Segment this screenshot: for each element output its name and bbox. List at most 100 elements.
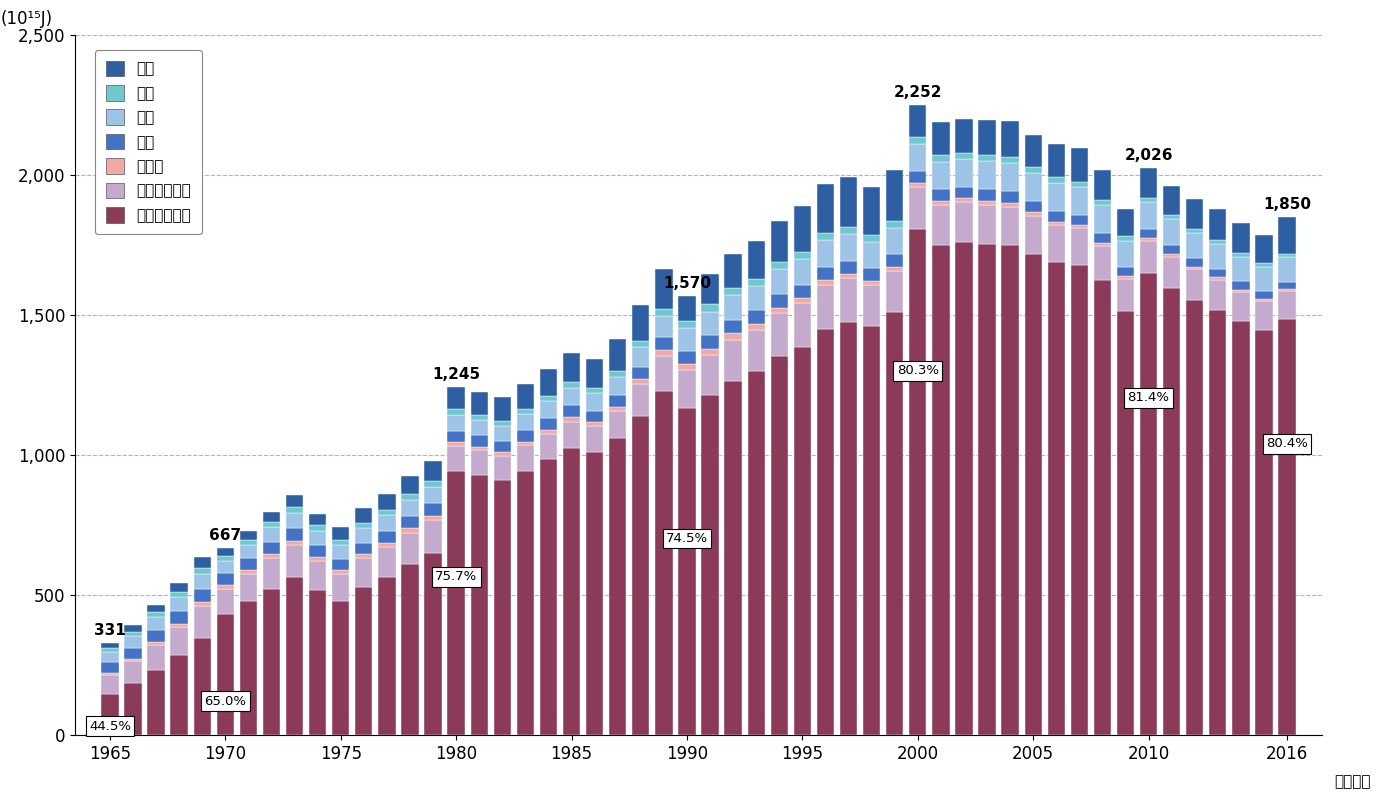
Bar [1024,215,1042,254]
Bar [563,388,580,405]
Bar [378,531,396,543]
Bar [1256,235,1272,263]
Bar [609,411,627,438]
Bar [840,227,857,234]
Bar [679,328,696,351]
Bar [1163,219,1180,245]
Bar [1278,319,1296,735]
Bar [447,471,465,735]
Bar [1071,187,1087,215]
Bar [1256,263,1272,267]
Bar [171,623,188,627]
Bar [1047,177,1065,183]
Bar [955,118,973,153]
Bar [724,339,742,381]
Bar [124,626,142,631]
Bar [793,285,811,298]
Bar [1185,233,1203,258]
Bar [378,577,396,735]
Bar [978,155,995,161]
Bar [101,675,119,694]
Bar [1278,254,1296,258]
Bar [1047,183,1065,211]
Bar [402,533,418,564]
Bar [494,441,511,452]
Bar [240,540,257,545]
Bar [494,426,511,441]
Bar [193,557,211,568]
Bar [540,401,558,418]
Bar [1094,280,1111,735]
Text: 80.3%: 80.3% [897,364,938,378]
Bar [586,411,603,422]
Bar [540,396,558,401]
Bar [586,452,603,735]
Text: 667: 667 [210,529,241,544]
Bar [770,294,788,308]
Bar [425,521,442,553]
Bar [193,589,211,602]
Bar [862,327,880,735]
Bar [471,415,489,420]
Bar [586,426,603,452]
Bar [1002,192,1018,203]
Bar [1002,245,1018,735]
Bar [679,296,696,321]
Bar [609,377,627,395]
Bar [563,353,580,382]
Bar [955,159,973,187]
Bar [770,269,788,294]
Bar [171,611,188,623]
Bar [217,560,235,573]
Bar [1071,182,1087,187]
Bar [793,298,811,303]
Bar [101,673,119,675]
Bar [378,494,396,510]
Bar [402,564,418,735]
Bar [609,371,627,377]
Bar [724,381,742,735]
Bar [978,161,995,189]
Bar [402,500,418,516]
Bar [171,655,188,735]
Text: 44.5%: 44.5% [88,719,131,733]
Bar [124,683,142,735]
Bar [447,446,465,471]
Bar [1209,240,1227,244]
Bar [309,561,326,590]
Bar [701,335,719,349]
Bar [193,602,211,607]
Bar [425,503,442,516]
Bar [1209,244,1227,269]
Bar [355,558,373,587]
Text: 1,570: 1,570 [662,276,711,291]
Bar [886,271,904,312]
Bar [494,421,511,426]
Bar [447,386,465,409]
Bar [217,556,235,560]
Bar [1140,168,1158,198]
Bar [632,347,650,366]
Bar [1140,229,1158,238]
Bar [148,645,164,670]
Bar [840,177,857,227]
Bar [770,313,788,356]
Bar [817,240,834,267]
Bar [748,371,765,735]
Bar [193,638,211,735]
Bar [1071,148,1087,182]
Bar [563,421,580,448]
Bar [286,495,304,507]
Bar [425,481,442,487]
Bar [793,259,811,285]
Bar [262,541,280,554]
Bar [840,261,857,273]
Bar [955,153,973,159]
Bar [494,480,511,735]
Bar [932,200,949,204]
Bar [516,445,534,471]
Bar [1071,265,1087,735]
Bar [148,670,164,735]
Bar [632,416,650,735]
Text: 1,245: 1,245 [432,366,480,382]
